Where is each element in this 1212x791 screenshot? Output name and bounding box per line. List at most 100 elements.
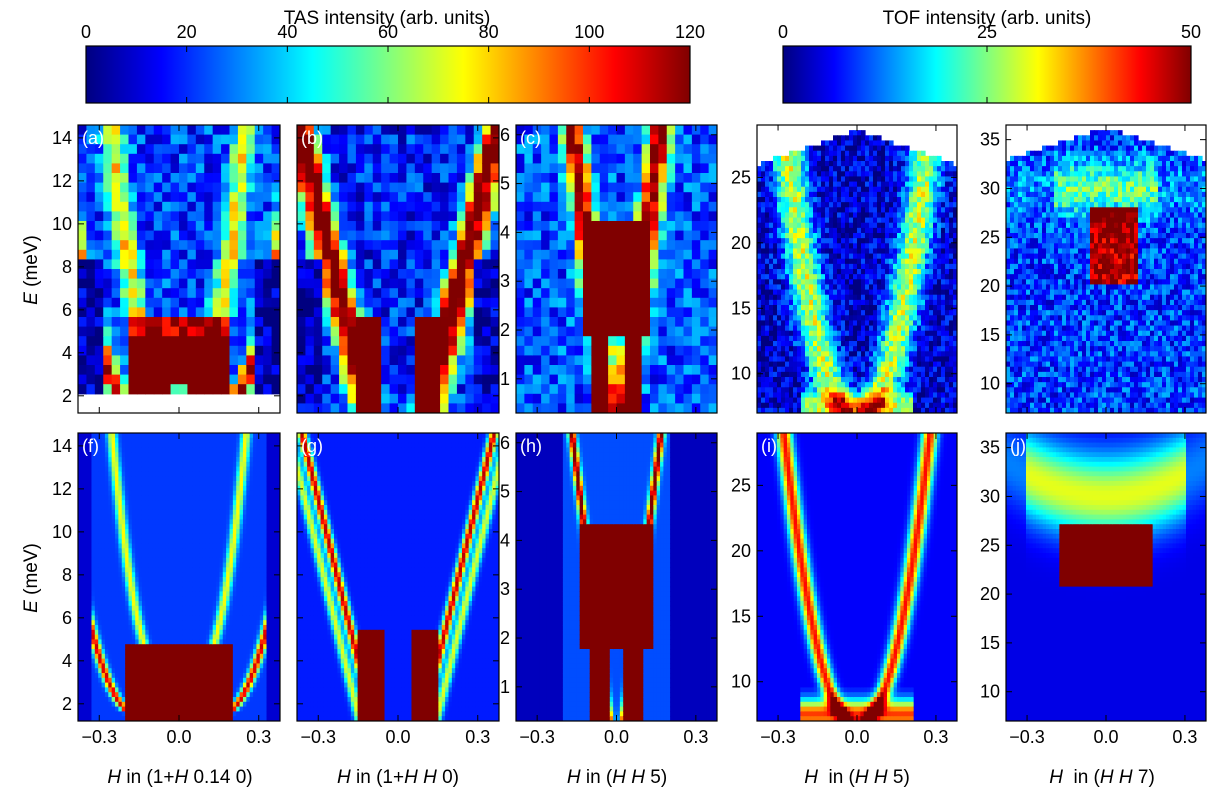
heatmap-cell bbox=[833, 361, 838, 368]
heatmap-cell bbox=[909, 186, 914, 193]
heatmap-cell bbox=[845, 305, 850, 311]
heatmap-cell bbox=[769, 227, 774, 234]
heatmap-cell bbox=[821, 387, 826, 394]
heatmap-cell bbox=[917, 284, 922, 291]
heatmap-cell bbox=[913, 155, 918, 162]
heatmap-cell bbox=[865, 212, 870, 219]
heatmap-cell bbox=[953, 258, 957, 265]
heatmap-cell bbox=[801, 397, 806, 404]
heatmap-cell bbox=[145, 201, 155, 212]
heatmap-cell bbox=[833, 366, 838, 373]
heatmap-cell bbox=[901, 161, 906, 167]
heatmap-cell bbox=[221, 336, 231, 347]
heatmap-cell bbox=[440, 317, 450, 328]
heatmap-cell bbox=[297, 297, 307, 308]
heatmap-cell bbox=[448, 374, 458, 385]
heatmap-cell bbox=[389, 211, 399, 222]
heatmap-cell bbox=[905, 150, 910, 157]
heatmap-cell bbox=[313, 249, 323, 260]
heatmap-cell bbox=[937, 284, 942, 291]
heatmap-cell bbox=[700, 269, 710, 280]
heatmap-cell bbox=[246, 163, 256, 174]
heatmap-cell bbox=[633, 307, 643, 318]
heatmap-cell bbox=[633, 221, 643, 232]
heatmap-cell bbox=[624, 384, 634, 395]
heatmap-cell bbox=[757, 397, 762, 404]
heatmap-cell bbox=[372, 384, 382, 395]
heatmap-cell bbox=[322, 374, 332, 385]
heatmap-cell bbox=[78, 211, 88, 222]
heatmap-cell bbox=[821, 202, 826, 208]
heatmap-cell bbox=[813, 310, 818, 316]
heatmap-cell bbox=[949, 233, 954, 239]
heatmap-cell bbox=[448, 201, 458, 212]
heatmap-cell bbox=[825, 181, 830, 188]
heatmap-cell bbox=[909, 227, 914, 234]
heatmap-cell bbox=[574, 365, 584, 376]
heatmap-cell bbox=[797, 253, 802, 260]
heatmap-cell bbox=[913, 341, 918, 347]
heatmap-cell bbox=[901, 212, 906, 219]
heatmap-cell bbox=[777, 233, 782, 239]
heatmap-cell bbox=[305, 249, 315, 260]
heatmap-cell bbox=[897, 397, 902, 404]
heatmap-cell bbox=[145, 173, 155, 184]
heatmap-cell bbox=[583, 365, 592, 376]
heatmap-cell bbox=[829, 155, 834, 162]
heatmap-cell bbox=[953, 253, 957, 260]
heatmap-cell bbox=[889, 227, 894, 234]
heatmap-cell bbox=[691, 211, 701, 222]
y-axis-label-top: E (meV) bbox=[21, 235, 42, 305]
heatmap-cell bbox=[901, 356, 906, 363]
heatmap-cell bbox=[941, 197, 946, 203]
heatmap-cell bbox=[431, 326, 441, 337]
heatmap-cell bbox=[893, 155, 898, 162]
heatmap-cell bbox=[933, 227, 938, 234]
heatmap-cell bbox=[398, 355, 408, 366]
heatmap-cell bbox=[781, 341, 786, 347]
heatmap-cell bbox=[414, 192, 424, 203]
heatmap-cell bbox=[532, 307, 542, 318]
heatmap-cell bbox=[769, 366, 774, 373]
heatmap-cell bbox=[229, 278, 239, 289]
heatmap-cell bbox=[777, 310, 782, 316]
heatmap-cell bbox=[761, 263, 766, 270]
heatmap-cell bbox=[813, 320, 818, 327]
heatmap-cell bbox=[769, 299, 774, 306]
heatmap-cell bbox=[541, 125, 551, 136]
heatmap-cell bbox=[136, 307, 146, 318]
heatmap-cell bbox=[364, 384, 374, 395]
heatmap-cell bbox=[805, 335, 810, 342]
heatmap-cell bbox=[869, 263, 874, 270]
heatmap-cell bbox=[801, 202, 806, 208]
heatmap-cell bbox=[949, 279, 954, 286]
heatmap-cell bbox=[322, 269, 332, 280]
heatmap-cell bbox=[873, 171, 878, 178]
heatmap-cell bbox=[909, 212, 914, 219]
heatmap-cell bbox=[599, 201, 609, 212]
heatmap-cell bbox=[456, 201, 466, 212]
heatmap-cell bbox=[917, 377, 922, 383]
heatmap-cell bbox=[237, 384, 247, 395]
heatmap-cell bbox=[330, 173, 340, 184]
heatmap-cell bbox=[566, 297, 576, 308]
heatmap-cell bbox=[877, 140, 882, 147]
heatmap-cell bbox=[389, 192, 399, 203]
heatmap-cell bbox=[406, 153, 416, 164]
heatmap-cell bbox=[773, 335, 778, 342]
heatmap-cell bbox=[103, 297, 113, 308]
heatmap-cell bbox=[909, 351, 914, 358]
heatmap-cell bbox=[821, 248, 826, 255]
heatmap-cell bbox=[921, 238, 926, 244]
heatmap-cell bbox=[781, 382, 786, 388]
heatmap-cell bbox=[769, 258, 774, 265]
heatmap-cell bbox=[583, 393, 592, 404]
heatmap-cell bbox=[683, 336, 693, 347]
heatmap-cell bbox=[869, 150, 874, 157]
heatmap-cell bbox=[905, 346, 910, 352]
heatmap-cell bbox=[941, 284, 946, 291]
heatmap-cell bbox=[805, 197, 810, 203]
y-tick-label: 12 bbox=[52, 171, 72, 191]
heatmap-cell bbox=[865, 191, 870, 198]
